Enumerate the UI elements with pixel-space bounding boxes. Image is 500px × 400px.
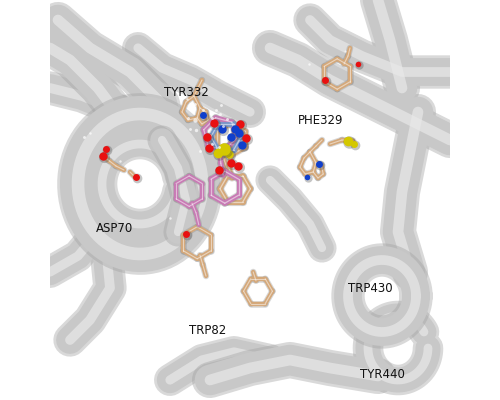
Text: ASP70: ASP70: [96, 222, 133, 234]
Text: TRP82: TRP82: [190, 324, 226, 336]
Text: TYR440: TYR440: [360, 368, 405, 380]
Text: TYR332: TYR332: [164, 86, 208, 98]
Text: PHE329: PHE329: [298, 114, 344, 126]
Text: TRP430: TRP430: [348, 282, 393, 294]
